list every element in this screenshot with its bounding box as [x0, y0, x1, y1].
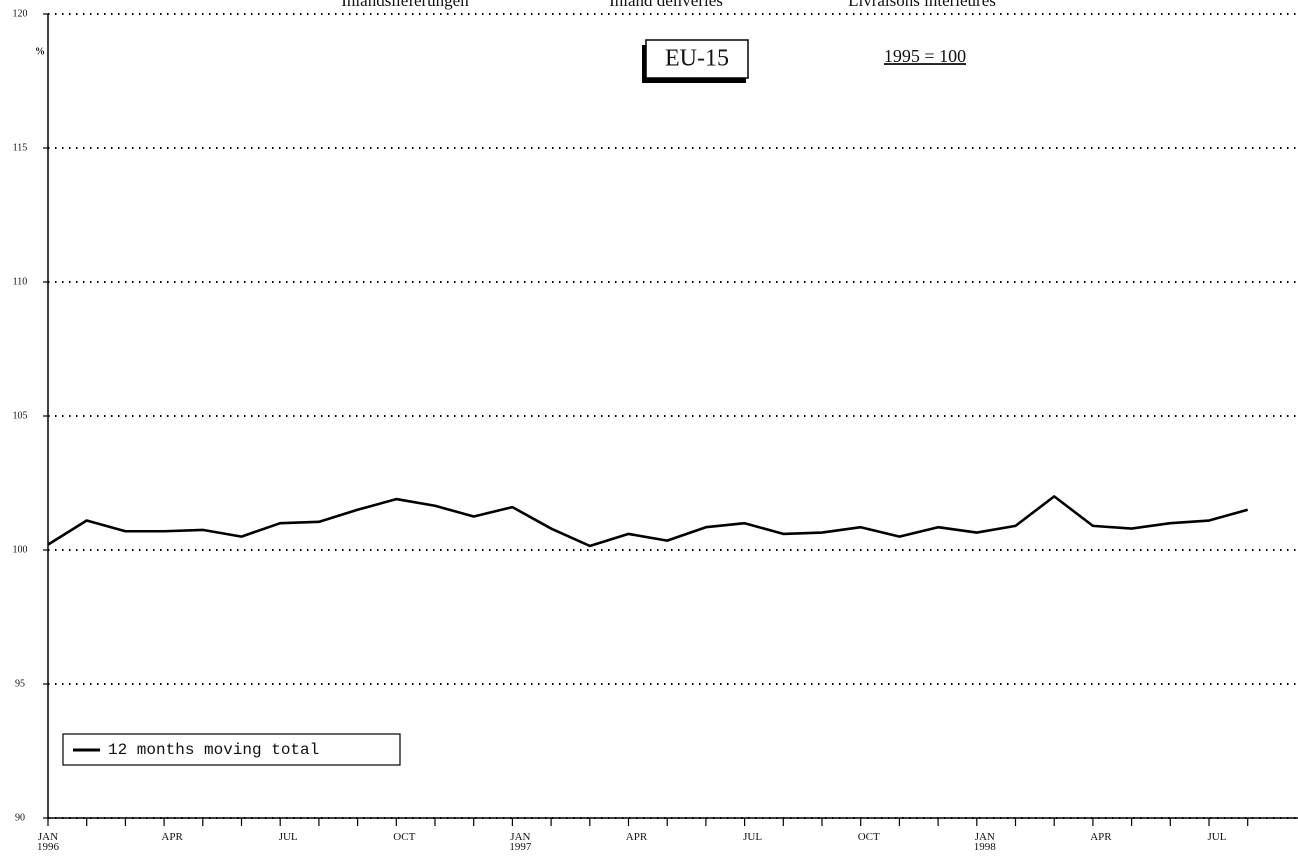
title-box — [645, 39, 749, 79]
y-axis-label: % — [35, 46, 45, 57]
x-tick-label: JAN 1997 — [509, 831, 532, 853]
chart-title: EU-15 — [665, 46, 729, 72]
x-tick-label: JAN 1998 — [973, 831, 996, 853]
legend-box — [62, 733, 401, 766]
x-tick-label: JUL — [1207, 831, 1227, 843]
x-tick-label: OCT — [857, 831, 880, 843]
header-text: Inlandslieferungen — [341, 0, 469, 10]
header-text: Livraisons intérieures — [848, 0, 996, 10]
x-tick-label: OCT — [393, 831, 416, 843]
y-tick-label: 115 — [13, 142, 28, 153]
y-tick-label: 90 — [15, 812, 25, 823]
x-tick-label: APR — [625, 831, 648, 843]
y-tick-label: 95 — [15, 678, 25, 689]
y-tick-label: 110 — [13, 276, 28, 287]
y-tick-label: 120 — [13, 8, 28, 19]
x-tick-label: APR — [1090, 831, 1112, 843]
chart-subtitle: 1995 = 100 — [884, 46, 966, 66]
y-tick-label: 100 — [13, 544, 28, 555]
data-line — [47, 495, 1249, 548]
x-tick-label: JAN 1996 — [37, 831, 59, 853]
x-tick-label: JUL — [278, 831, 298, 843]
header-text: Inland deliveries — [609, 0, 723, 10]
x-tick-label: JUL — [743, 831, 763, 843]
legend-label: 12 months moving total — [108, 741, 319, 759]
x-tick-label: APR — [161, 831, 183, 843]
y-tick-label: 105 — [13, 410, 28, 421]
